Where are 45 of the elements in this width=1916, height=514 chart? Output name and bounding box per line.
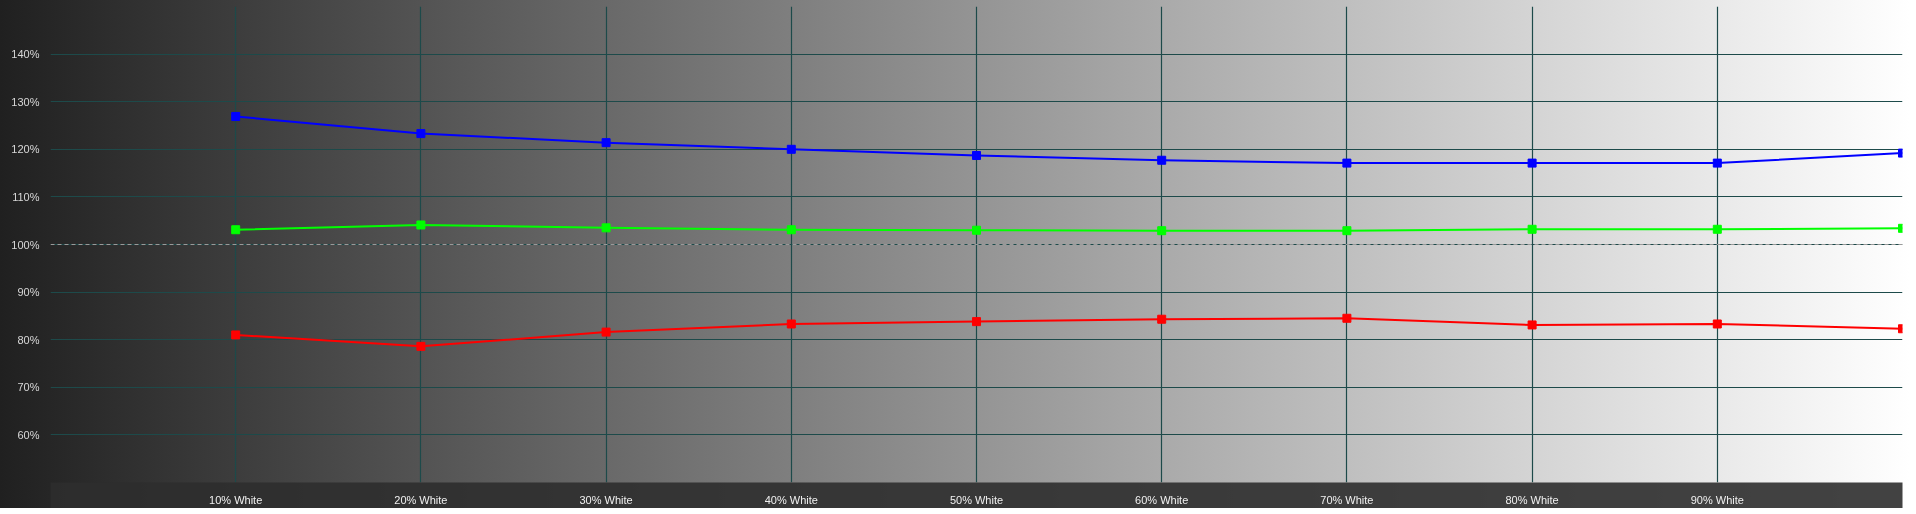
y-tick-label: 100% <box>11 238 40 251</box>
point <box>786 319 796 329</box>
x-tick-label: 90% White <box>1690 493 1744 506</box>
y-tick-label: 70% <box>17 381 40 394</box>
x-tick-label: 50% White <box>949 493 1004 506</box>
x-tick-label: 70% White <box>1320 493 1374 506</box>
x-tick-label: 10% White <box>209 493 263 506</box>
point <box>1712 158 1722 168</box>
point <box>601 327 611 337</box>
x-tick-label: 40% White <box>764 493 818 506</box>
point <box>1527 224 1537 234</box>
point <box>1157 226 1167 236</box>
point <box>416 220 426 230</box>
point <box>231 330 241 340</box>
y-tick-label: 60% <box>17 428 40 441</box>
x-tick-label: 20% White <box>394 493 448 506</box>
point <box>786 225 796 235</box>
point <box>1157 155 1167 165</box>
point <box>972 150 981 160</box>
y-tick-label: 80% <box>17 333 40 346</box>
point <box>231 111 241 121</box>
point <box>416 129 426 139</box>
point <box>786 144 796 154</box>
point <box>1342 226 1352 236</box>
x-tick-label: 30% White <box>579 493 633 506</box>
point <box>231 225 241 235</box>
point <box>972 317 981 327</box>
point <box>1157 314 1167 324</box>
point <box>972 225 981 235</box>
point <box>1527 158 1537 168</box>
point <box>1712 319 1722 329</box>
y-tick-label: 90% <box>17 286 40 299</box>
point <box>416 341 426 351</box>
y-tick-label: 130% <box>11 95 40 108</box>
x-tick-label: 80% White <box>1505 493 1559 506</box>
y-tick-label: 140% <box>11 48 40 61</box>
y-tick-label: 110% <box>12 190 40 203</box>
point <box>1342 158 1352 168</box>
point <box>601 223 611 233</box>
point <box>1342 313 1352 323</box>
y-tick-label: 120% <box>11 143 40 156</box>
point <box>1527 320 1537 330</box>
point <box>1712 224 1722 234</box>
point <box>601 138 611 148</box>
x-tick-label: 60% White <box>1135 493 1189 506</box>
